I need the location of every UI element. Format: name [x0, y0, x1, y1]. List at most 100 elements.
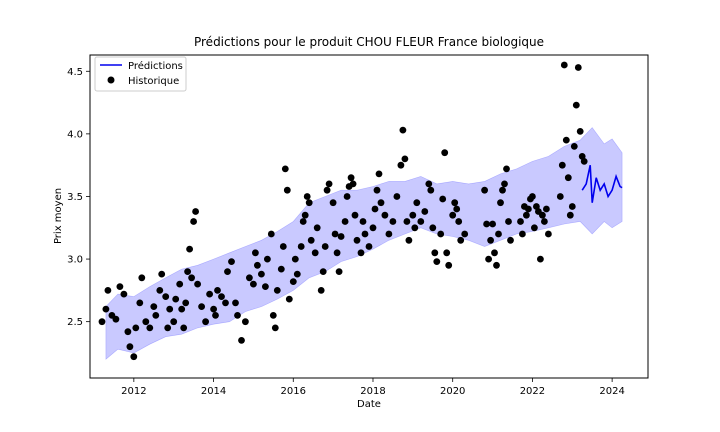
history-point — [409, 211, 417, 219]
history-point — [311, 249, 319, 257]
history-point — [271, 324, 279, 332]
history-point — [254, 261, 261, 269]
history-point — [507, 236, 514, 244]
x-axis: 2012 2014 2016 2018 2020 2022 2024 — [121, 378, 625, 397]
history-point — [523, 211, 530, 219]
history-point — [218, 293, 225, 300]
history-point — [505, 218, 512, 225]
history-point — [405, 236, 413, 244]
history-point — [273, 287, 281, 294]
x-tick-label: 2018 — [360, 386, 385, 397]
history-point — [451, 199, 459, 207]
history-point — [347, 174, 355, 182]
history-point — [164, 324, 172, 332]
prediction-band-area — [105, 127, 623, 360]
history-point — [541, 218, 548, 225]
history-point — [136, 299, 144, 307]
history-point — [317, 287, 325, 294]
history-point — [517, 218, 524, 225]
history-point — [371, 205, 379, 213]
plot-frame — [89, 54, 649, 379]
history-point — [104, 287, 112, 294]
history-point — [497, 199, 504, 207]
history-point — [439, 195, 447, 203]
history-point — [186, 245, 194, 253]
history-point — [120, 290, 128, 298]
history-point — [116, 283, 124, 290]
prediction-band — [105, 127, 623, 360]
history-point — [156, 287, 164, 294]
history-point — [489, 220, 496, 228]
history-point — [162, 293, 170, 300]
history-point — [501, 180, 508, 188]
history-point — [130, 353, 138, 361]
history-point — [359, 218, 367, 225]
history-point — [180, 324, 188, 332]
prediction-line — [581, 165, 623, 203]
history-point — [202, 318, 210, 326]
history-point — [580, 158, 588, 165]
history-point — [411, 224, 419, 232]
history-point — [305, 199, 313, 207]
history-point — [562, 136, 570, 144]
history-point — [210, 305, 218, 313]
y-tick-label: 3.5 — [67, 192, 83, 203]
x-tick-label: 2020 — [440, 386, 465, 397]
history-point — [132, 324, 140, 332]
history-point — [568, 203, 576, 210]
history-point — [283, 186, 291, 194]
history-point — [299, 218, 307, 225]
y-axis-label: Prix moyen — [53, 188, 64, 244]
history-point — [343, 193, 351, 200]
history-point — [152, 312, 160, 319]
history-point — [232, 299, 239, 307]
history-point — [457, 236, 465, 244]
history-point — [453, 205, 461, 213]
history-point — [303, 193, 311, 200]
history-point — [576, 127, 584, 135]
history-point — [461, 230, 469, 238]
history-point — [228, 258, 235, 265]
history-point — [487, 236, 494, 244]
history-point — [445, 261, 453, 269]
history-point — [194, 280, 202, 288]
history-point — [289, 278, 297, 285]
history-point — [285, 295, 293, 303]
history-point — [279, 243, 287, 250]
history-point — [401, 155, 409, 163]
history-point — [373, 186, 381, 194]
history-point — [146, 324, 154, 332]
legend-history-label: Historique — [128, 76, 179, 87]
history-point — [493, 261, 500, 269]
history-point — [264, 255, 271, 263]
history-point — [421, 208, 429, 215]
history-point — [545, 230, 552, 238]
history-point — [361, 230, 369, 238]
history-point — [252, 249, 259, 257]
chart-title: Prédictions pour le produit CHOU FLEUR F… — [194, 35, 544, 49]
legend-prediction-label: Prédictions — [128, 60, 183, 72]
history-point — [206, 290, 214, 298]
history-point — [413, 199, 421, 207]
history-point — [178, 305, 186, 313]
history-point — [572, 101, 580, 109]
y-tick-label: 4.0 — [67, 129, 83, 140]
y-tick-label: 3.0 — [67, 255, 83, 266]
history-point — [102, 305, 110, 313]
history-point — [525, 205, 532, 213]
history-point — [574, 64, 582, 71]
history-point — [357, 249, 365, 257]
history-point — [369, 224, 377, 232]
legend-history-swatch — [107, 76, 115, 84]
history-point — [437, 230, 445, 238]
history-point — [323, 186, 331, 194]
history-point — [503, 165, 510, 173]
history-point — [381, 211, 389, 219]
y-tick-label: 4.5 — [67, 67, 83, 78]
history-point — [192, 208, 200, 215]
history-point — [267, 230, 275, 238]
history-point — [433, 258, 441, 265]
history-point — [351, 211, 359, 219]
history-point — [385, 230, 393, 238]
